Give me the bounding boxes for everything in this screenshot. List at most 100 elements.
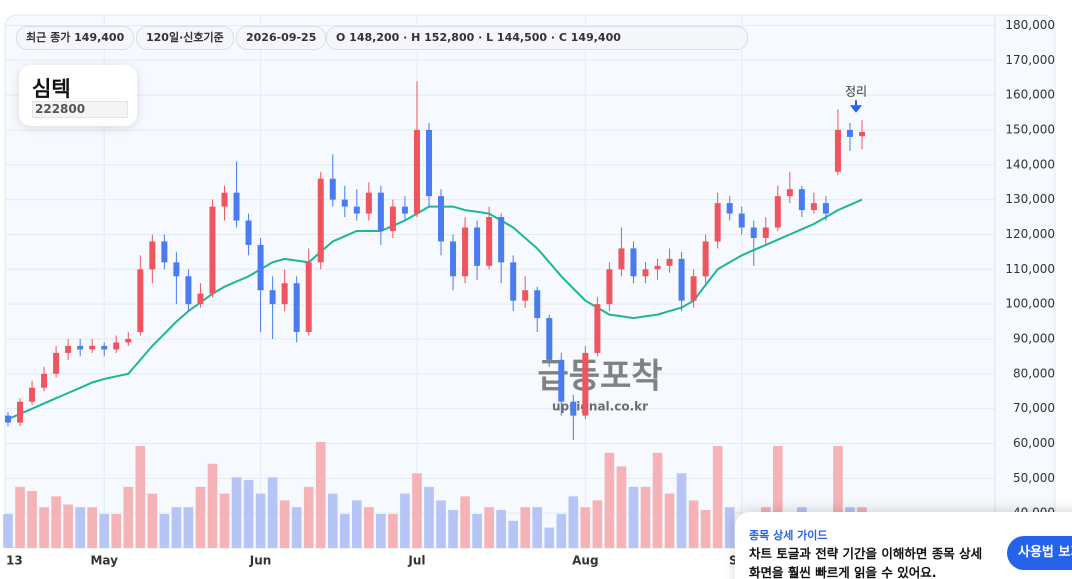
candle-body — [522, 290, 529, 301]
volume-bar — [111, 514, 122, 548]
volume-bar — [556, 514, 567, 548]
candle-body — [558, 359, 565, 402]
volume-bar — [508, 520, 518, 548]
watermark: 급등포착 — [537, 357, 662, 397]
volume-bar — [712, 446, 723, 548]
y-tick-label: 60,000 — [1013, 436, 1055, 450]
volume-bar — [376, 514, 386, 548]
volume-bar — [183, 507, 194, 548]
y-tick-label: 120,000 — [1005, 227, 1055, 241]
volume-bar — [147, 493, 158, 548]
ma-line — [7, 198, 863, 421]
candle-body — [630, 248, 637, 277]
candle-body — [377, 192, 384, 231]
volume-bar — [99, 514, 110, 548]
volume-bar — [63, 504, 73, 548]
candle-body — [173, 262, 180, 277]
candle-body — [438, 196, 445, 242]
candle-body — [822, 203, 829, 214]
candle-body — [245, 220, 252, 245]
volume-bar — [339, 514, 350, 548]
volume-bar — [327, 493, 338, 548]
candle-body — [257, 244, 264, 291]
volume-bar — [724, 507, 735, 548]
candle-body — [353, 206, 360, 214]
volume-bar — [352, 500, 362, 548]
volume-bar — [219, 493, 230, 548]
candle-body — [810, 203, 817, 211]
chip: 2026-09-25 — [236, 26, 327, 50]
volume-bar — [448, 509, 458, 548]
candle-body — [365, 192, 372, 214]
candle-body — [738, 213, 745, 228]
volume-bar — [207, 463, 218, 548]
candle-body — [65, 345, 72, 353]
volume-bar — [640, 486, 651, 548]
candle-body — [221, 192, 228, 207]
candle-body — [125, 338, 132, 343]
candle-body — [413, 129, 420, 214]
candle-body — [329, 178, 336, 200]
volume-bar — [532, 507, 543, 548]
candle-body — [474, 227, 481, 266]
guide-text: 차트 토글과 전략 기간을 이해하면 종목 상세 화면을 훨씬 빠르게 읽을 수… — [749, 546, 983, 579]
candle-body — [762, 227, 769, 238]
candle-body — [197, 293, 204, 305]
candle-body — [786, 189, 793, 197]
volume-bar — [520, 507, 531, 548]
volume-bar — [171, 507, 182, 548]
x-tick-label: 13 — [6, 554, 23, 568]
candle-body — [546, 318, 553, 360]
chip: O 148,200 · H 152,800 · L 144,500 · C 14… — [326, 26, 748, 50]
candle-body — [17, 401, 24, 423]
volume-bar — [424, 486, 434, 548]
volume-bar — [400, 493, 410, 548]
volume-bar — [159, 514, 170, 548]
candle-body — [846, 129, 853, 137]
candle-body — [305, 262, 312, 333]
candle-body — [690, 276, 697, 301]
stock-card: 심텍 222800 — [19, 65, 137, 126]
volume-bar — [231, 477, 242, 548]
volume-bar — [51, 496, 61, 548]
volume-bar — [460, 496, 470, 548]
candle-body — [462, 227, 469, 277]
candle-body — [498, 217, 505, 263]
volume-bar — [496, 509, 506, 548]
volume-bar — [833, 446, 843, 548]
candle-body — [486, 217, 493, 266]
volume-bar — [27, 490, 37, 548]
candle-body — [859, 132, 865, 137]
candle-body — [281, 283, 288, 305]
volume-bar — [3, 514, 13, 548]
volume-bar — [664, 493, 675, 548]
volume-bar — [412, 473, 422, 548]
candle-body — [510, 262, 517, 301]
y-tick-label: 170,000 — [1005, 53, 1055, 67]
candle-body — [293, 283, 300, 333]
y-tick-label: 50,000 — [1013, 471, 1055, 485]
guide-button[interactable]: 사용법 보기 — [1007, 536, 1072, 570]
candle-body — [726, 203, 733, 214]
stock-code: 222800 — [32, 101, 128, 118]
volume-bar — [39, 507, 49, 548]
volume-bar — [291, 507, 302, 548]
candle-body — [233, 192, 240, 221]
volume-bar — [676, 473, 687, 548]
candle-body — [582, 352, 589, 416]
volume-bar — [592, 500, 603, 548]
candle-body — [714, 203, 721, 242]
candle-body — [101, 345, 108, 350]
volume-bar — [243, 480, 254, 548]
volume-bar — [484, 507, 494, 548]
volume-bar — [135, 446, 146, 548]
x-tick-label: Aug — [572, 554, 598, 568]
x-tick-label: Jun — [249, 554, 272, 568]
volume-bar — [580, 507, 591, 548]
candle-body — [29, 387, 36, 402]
volume-bar — [75, 507, 85, 548]
y-tick-label: 70,000 — [1013, 401, 1055, 415]
candle-body — [149, 241, 156, 270]
volume-bar — [772, 446, 783, 548]
candle-body — [389, 206, 396, 231]
